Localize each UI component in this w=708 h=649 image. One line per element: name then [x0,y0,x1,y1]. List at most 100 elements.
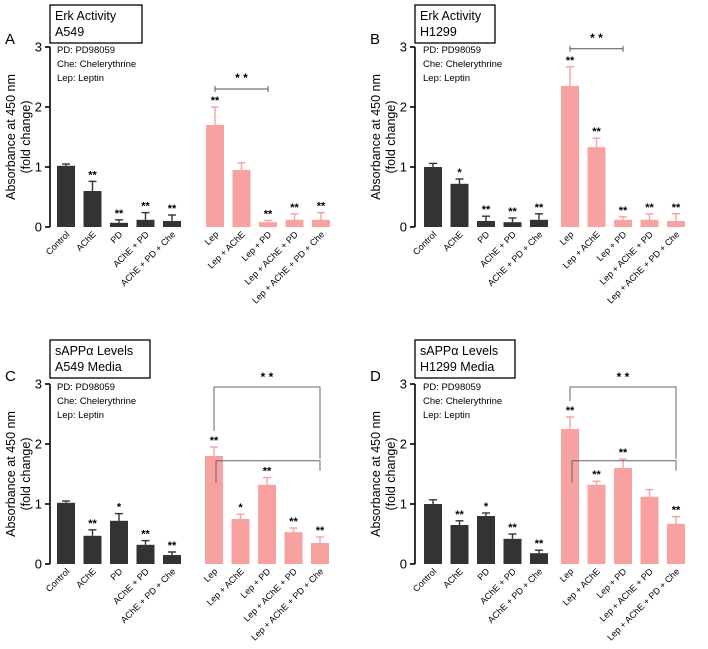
bar [667,221,685,227]
comparison-bracket [571,460,677,483]
bar [450,183,469,227]
panel-title-line: H1299 [420,25,457,39]
legend-line: Che: Chelerythrine [57,396,136,407]
panel-title-line: Erk Activity [420,9,482,23]
significance-marker: ** [115,208,124,220]
title-box [414,4,496,44]
significance-marker: ** [88,518,97,530]
y-tick-label: 3 [400,377,407,392]
comparison-label: * * [590,31,603,45]
significance-marker: ** [645,202,654,214]
bar [110,222,128,227]
y-axis-label-line: Absorbance at 450 nm [4,411,18,537]
y-tick-label: 0 [400,557,407,572]
bar [232,170,251,227]
legend-line: Lep: Leptin [57,73,104,84]
bar [477,221,495,227]
comparison-bracket [215,460,321,483]
panel-letter: D [370,368,381,385]
bar [477,516,495,564]
panel-title-line: A549 [55,25,84,39]
bar [136,219,155,227]
bar [503,538,522,564]
y-tick-label: 2 [35,100,42,115]
bar [503,222,522,227]
legend-line: Lep: Leptin [423,73,470,84]
bar [57,165,75,227]
bar [110,520,128,564]
y-axis-label-line: Absorbance at 450 nm [4,74,18,200]
legend-line: Lep: Leptin [57,410,104,421]
significance-marker: ** [210,435,219,447]
bar [206,125,224,227]
y-tick-label: 3 [35,40,42,55]
y-axis-label-line: Absorbance at 450 nm [369,74,383,200]
panel-b: B Erk Activity H1299 PD: PD98059 Che: Cheler… [369,4,685,306]
y-axis-label-line: Absorbance at 450 nm [369,411,383,537]
y-tick-label: 1 [35,497,42,512]
y-tick-label: 2 [400,437,407,452]
bar [311,543,329,564]
significance-marker: ** [566,55,575,67]
legend-line: Che: Chelerythrine [57,59,136,70]
significance-marker: ** [619,205,628,217]
x-tick-label: Lep [558,566,576,584]
panel-title-line: H1299 Media [420,360,494,374]
title-box [49,4,143,44]
significance-marker: ** [316,525,325,537]
bar [258,484,276,564]
bar [163,221,181,227]
bar [587,147,606,227]
y-tick-label: 3 [35,377,42,392]
y-tick-label: 1 [35,160,42,175]
significance-marker: ** [141,201,150,213]
significance-marker: ** [263,466,272,478]
bar [284,532,303,564]
bar [614,468,632,564]
comparison-bracket [213,386,321,459]
bar [259,222,277,227]
title-box [49,339,151,379]
bar [561,86,579,227]
bar [614,219,632,227]
title-box [414,339,516,379]
bar [312,219,330,227]
x-tick-label: PD [108,566,124,582]
significance-marker: * [238,502,243,514]
y-axis-label-line: (fold change) [384,438,398,511]
panel-letter: C [5,368,16,385]
y-tick-label: 2 [35,437,42,452]
x-tick-label: Control [44,229,72,257]
x-tick-label: PD [475,229,491,245]
y-tick-label: 0 [35,220,42,235]
significance-marker: ** [482,204,491,216]
significance-marker: ** [168,203,177,215]
comparison-label: * * [235,71,248,85]
significance-marker: ** [566,405,575,417]
bar [231,519,250,564]
significance-marker: ** [535,538,544,550]
bar [163,555,181,564]
significance-marker: ** [455,509,464,521]
y-tick-label: 0 [400,220,407,235]
x-tick-label: AChE [74,229,98,253]
x-tick-label: Control [411,229,439,257]
legend-line: PD: PD98059 [57,45,115,56]
bar [530,219,548,227]
y-axis-label: Absorbance at 450 nm(fold change) [369,74,398,200]
significance-marker: ** [290,202,299,214]
bar [424,504,442,564]
significance-marker: ** [672,505,681,517]
significance-marker: ** [264,208,273,220]
y-tick-label: 1 [400,497,407,512]
comparison-label: * * [261,370,274,384]
legend-line: Lep: Leptin [423,410,470,421]
panel-letter: B [370,31,380,48]
x-tick-label: AChE [441,566,465,590]
bar [640,219,659,227]
y-axis-label-line: (fold change) [384,101,398,174]
x-tick-label: Control [44,566,72,594]
significance-marker: ** [619,447,628,459]
bar [205,456,223,564]
bar [667,523,685,564]
